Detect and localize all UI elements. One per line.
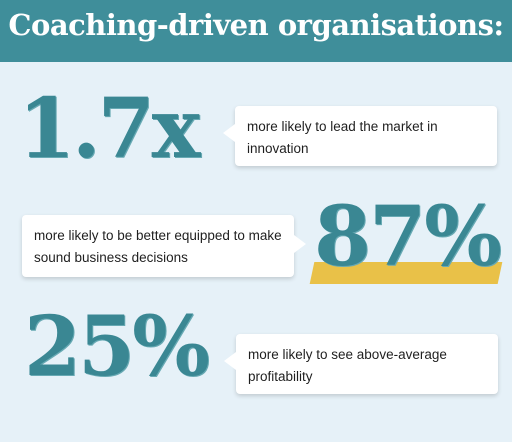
header-banner: Coaching-driven organisations:: [0, 0, 512, 62]
callout-decisions: more likely to be better equipped to mak…: [22, 215, 306, 277]
callout-pointer: [224, 352, 236, 370]
callout-profitability: more likely to see above-average profita…: [224, 334, 498, 394]
page-title: Coaching-driven organisations:: [8, 8, 504, 42]
callout-text: more likely to be better equipped to mak…: [34, 228, 282, 265]
callout-pointer: [223, 124, 235, 142]
stat-value-market-lead: 1.7x: [18, 81, 201, 177]
callout-market-lead: more likely to lead the market in innova…: [223, 106, 497, 166]
stat-value-profitability: 25%: [24, 299, 210, 395]
callout-text: more likely to lead the market in innova…: [247, 119, 438, 156]
callout-text: more likely to see above-average profita…: [248, 347, 447, 384]
callout-pointer: [294, 235, 306, 253]
stat-value-decisions: 87%: [314, 189, 502, 285]
